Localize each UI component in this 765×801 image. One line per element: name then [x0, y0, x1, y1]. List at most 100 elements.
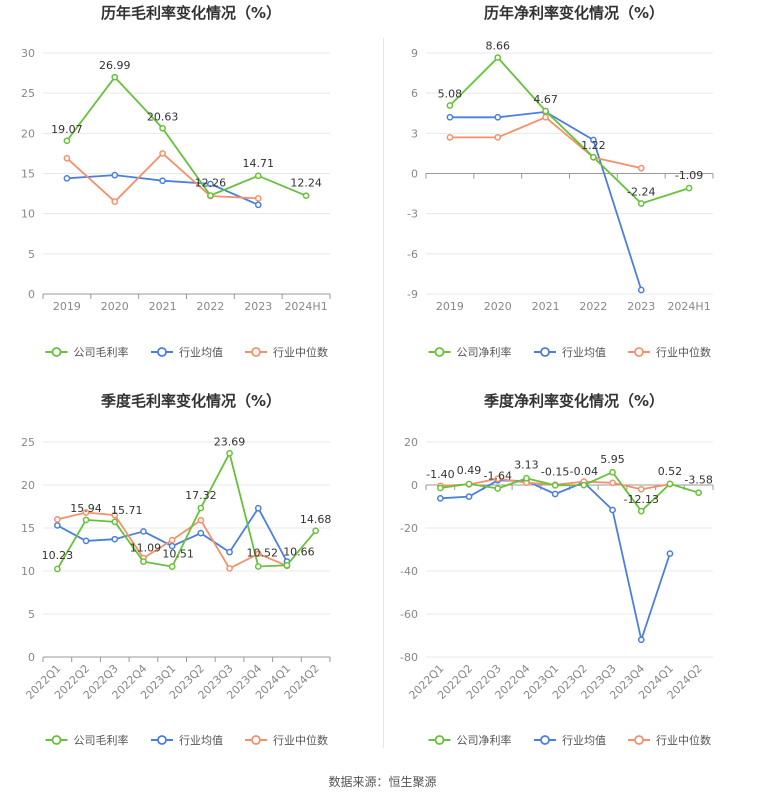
data-label: 26.99: [99, 59, 131, 72]
data-point-company: [111, 73, 119, 81]
data-point-company: [523, 474, 530, 482]
y-tick-label: 3: [411, 127, 418, 140]
legend-item-company: 公司毛利率: [45, 733, 129, 747]
legend-label: 行业均值: [179, 346, 223, 359]
data-label: 12.26: [195, 177, 227, 190]
y-tick-label: 15: [21, 522, 35, 535]
y-tick-label: -40: [400, 565, 418, 578]
chart-annual-net-margin: 历年净利率变化情况（%） -9 -6 -3 0 3 6 9 2019 2020 2021 2022 20…: [383, 0, 765, 385]
data-point-median: [197, 516, 205, 524]
data-point-company: [437, 484, 444, 492]
x-tick-label: 2022: [196, 300, 224, 313]
legend-item-avg: 行业均值: [151, 346, 223, 359]
data-point-company: [168, 563, 176, 570]
data-point-company: [542, 107, 549, 115]
legend-item-company: 公司净利率: [428, 345, 512, 359]
data-point-avg: [551, 490, 559, 498]
series-line-avg: [449, 110, 643, 291]
legend-marker-icon: [540, 347, 550, 357]
data-label: -1.64: [484, 470, 512, 483]
x-tick-label: 2023: [244, 300, 272, 313]
data-point-avg: [637, 286, 645, 294]
legend-item-avg: 行业均值: [534, 734, 606, 747]
y-tick-label: 0: [28, 651, 35, 664]
legend-item-median: 行业中位数: [245, 345, 328, 359]
legend-label: 公司毛利率: [74, 733, 129, 747]
data-point-avg: [197, 529, 205, 537]
chart-annual-gross-margin: 历年毛利率变化情况（%） 0 5 10 15 20 25 30 2019 2020 2021 2022…: [0, 0, 382, 385]
data-point-median: [254, 195, 262, 202]
data-point-median: [111, 511, 119, 519]
legend-label: 公司净利率: [457, 345, 512, 359]
data-label: -0.15: [541, 465, 569, 478]
y-tick-label: 10: [21, 208, 35, 221]
y-tick-label: 25: [21, 436, 35, 449]
chart-svg: 历年净利率变化情况（%） -9 -6 -3 0 3 6 9 2019 2020 2021 2022 20…: [407, 4, 714, 359]
data-label: 17.32: [185, 489, 217, 502]
data-label: 1.22: [581, 139, 606, 152]
data-point-avg: [254, 504, 262, 512]
x-tick-label: 2020: [101, 300, 129, 313]
data-point-company: [302, 192, 310, 200]
data-point-company: [695, 489, 702, 497]
legend-item-avg: 行业均值: [534, 346, 606, 359]
data-label: 23.69: [214, 435, 246, 448]
data-point-median: [159, 150, 166, 157]
data-point-company: [254, 563, 262, 570]
data-point-company: [197, 504, 205, 512]
data-label: 0.52: [658, 465, 683, 478]
legend-marker-icon: [51, 347, 62, 357]
y-tick-label: -20: [400, 522, 418, 535]
legend-label: 行业中位数: [273, 733, 328, 747]
y-tick-label: 15: [21, 168, 35, 181]
legend-item-median: 行业中位数: [628, 345, 711, 359]
data-label: -0.04: [570, 465, 598, 478]
x-tick-label: 2024H1: [667, 300, 710, 313]
data-label: 14.68: [300, 513, 332, 526]
x-tick-label: 2024H1: [284, 300, 327, 313]
y-tick-label: 5: [28, 608, 35, 621]
y-tick-label: 20: [21, 127, 35, 140]
data-label: 10.23: [42, 549, 74, 562]
chart-quarterly-net-margin: 季度净利率变化情况（%） -80 -60 -40 -20 0 20 2022Q1 2022Q2 2…: [383, 388, 765, 773]
data-point-company: [159, 124, 166, 132]
data-label: -12.13: [624, 493, 659, 506]
data-label: -2.24: [627, 185, 655, 198]
data-point-company: [111, 518, 119, 526]
chart-svg: 季度毛利率变化情况（%）05101520252022Q12022Q22022Q3…: [21, 392, 332, 747]
data-label: 3.13: [514, 458, 539, 471]
data-label: 12.24: [290, 177, 322, 190]
data-point-company: [207, 192, 214, 199]
series-line-company: [56, 450, 317, 570]
data-point-avg: [207, 180, 214, 188]
data-point-avg: [446, 113, 454, 121]
data-label: 10.66: [283, 545, 315, 558]
data-point-avg: [609, 506, 616, 514]
y-tick-label: -80: [400, 651, 418, 664]
legend-marker-icon: [157, 735, 167, 745]
legend-marker-icon: [157, 347, 167, 357]
data-point-company: [666, 480, 674, 488]
data-point-avg: [494, 113, 502, 121]
legend-label: 行业均值: [562, 734, 606, 747]
chart-svg: 季度净利率变化情况（%）-80-60-40-200202022Q12022Q22…: [400, 392, 714, 747]
data-point-company: [494, 54, 502, 61]
chart-title: 季度净利率变化情况（%）: [484, 392, 664, 410]
legend-marker-icon: [251, 735, 261, 745]
y-tick-label: 0: [28, 288, 35, 301]
legend-marker-icon: [251, 347, 261, 357]
data-label: 15.71: [111, 504, 143, 517]
chart-quarterly-gross-margin: 季度毛利率变化情况（%） 0 5 10 15 20 25 2022Q1 2022Q2 2022Q3…: [0, 388, 382, 773]
data-label: 14.71: [243, 157, 275, 170]
data-label: 8.66: [486, 40, 511, 53]
legend-item-company: 公司毛利率: [45, 345, 129, 359]
data-point-company: [283, 561, 291, 569]
data-label: 5.08: [438, 87, 463, 100]
data-label: -1.40: [426, 468, 454, 481]
x-tick-label: 2021: [532, 300, 560, 313]
data-label: -1.09: [675, 169, 703, 182]
data-label: 10.52: [247, 547, 279, 560]
data-point-median: [63, 154, 71, 162]
data-point-median: [609, 479, 616, 487]
y-tick-label: 0: [411, 168, 418, 181]
